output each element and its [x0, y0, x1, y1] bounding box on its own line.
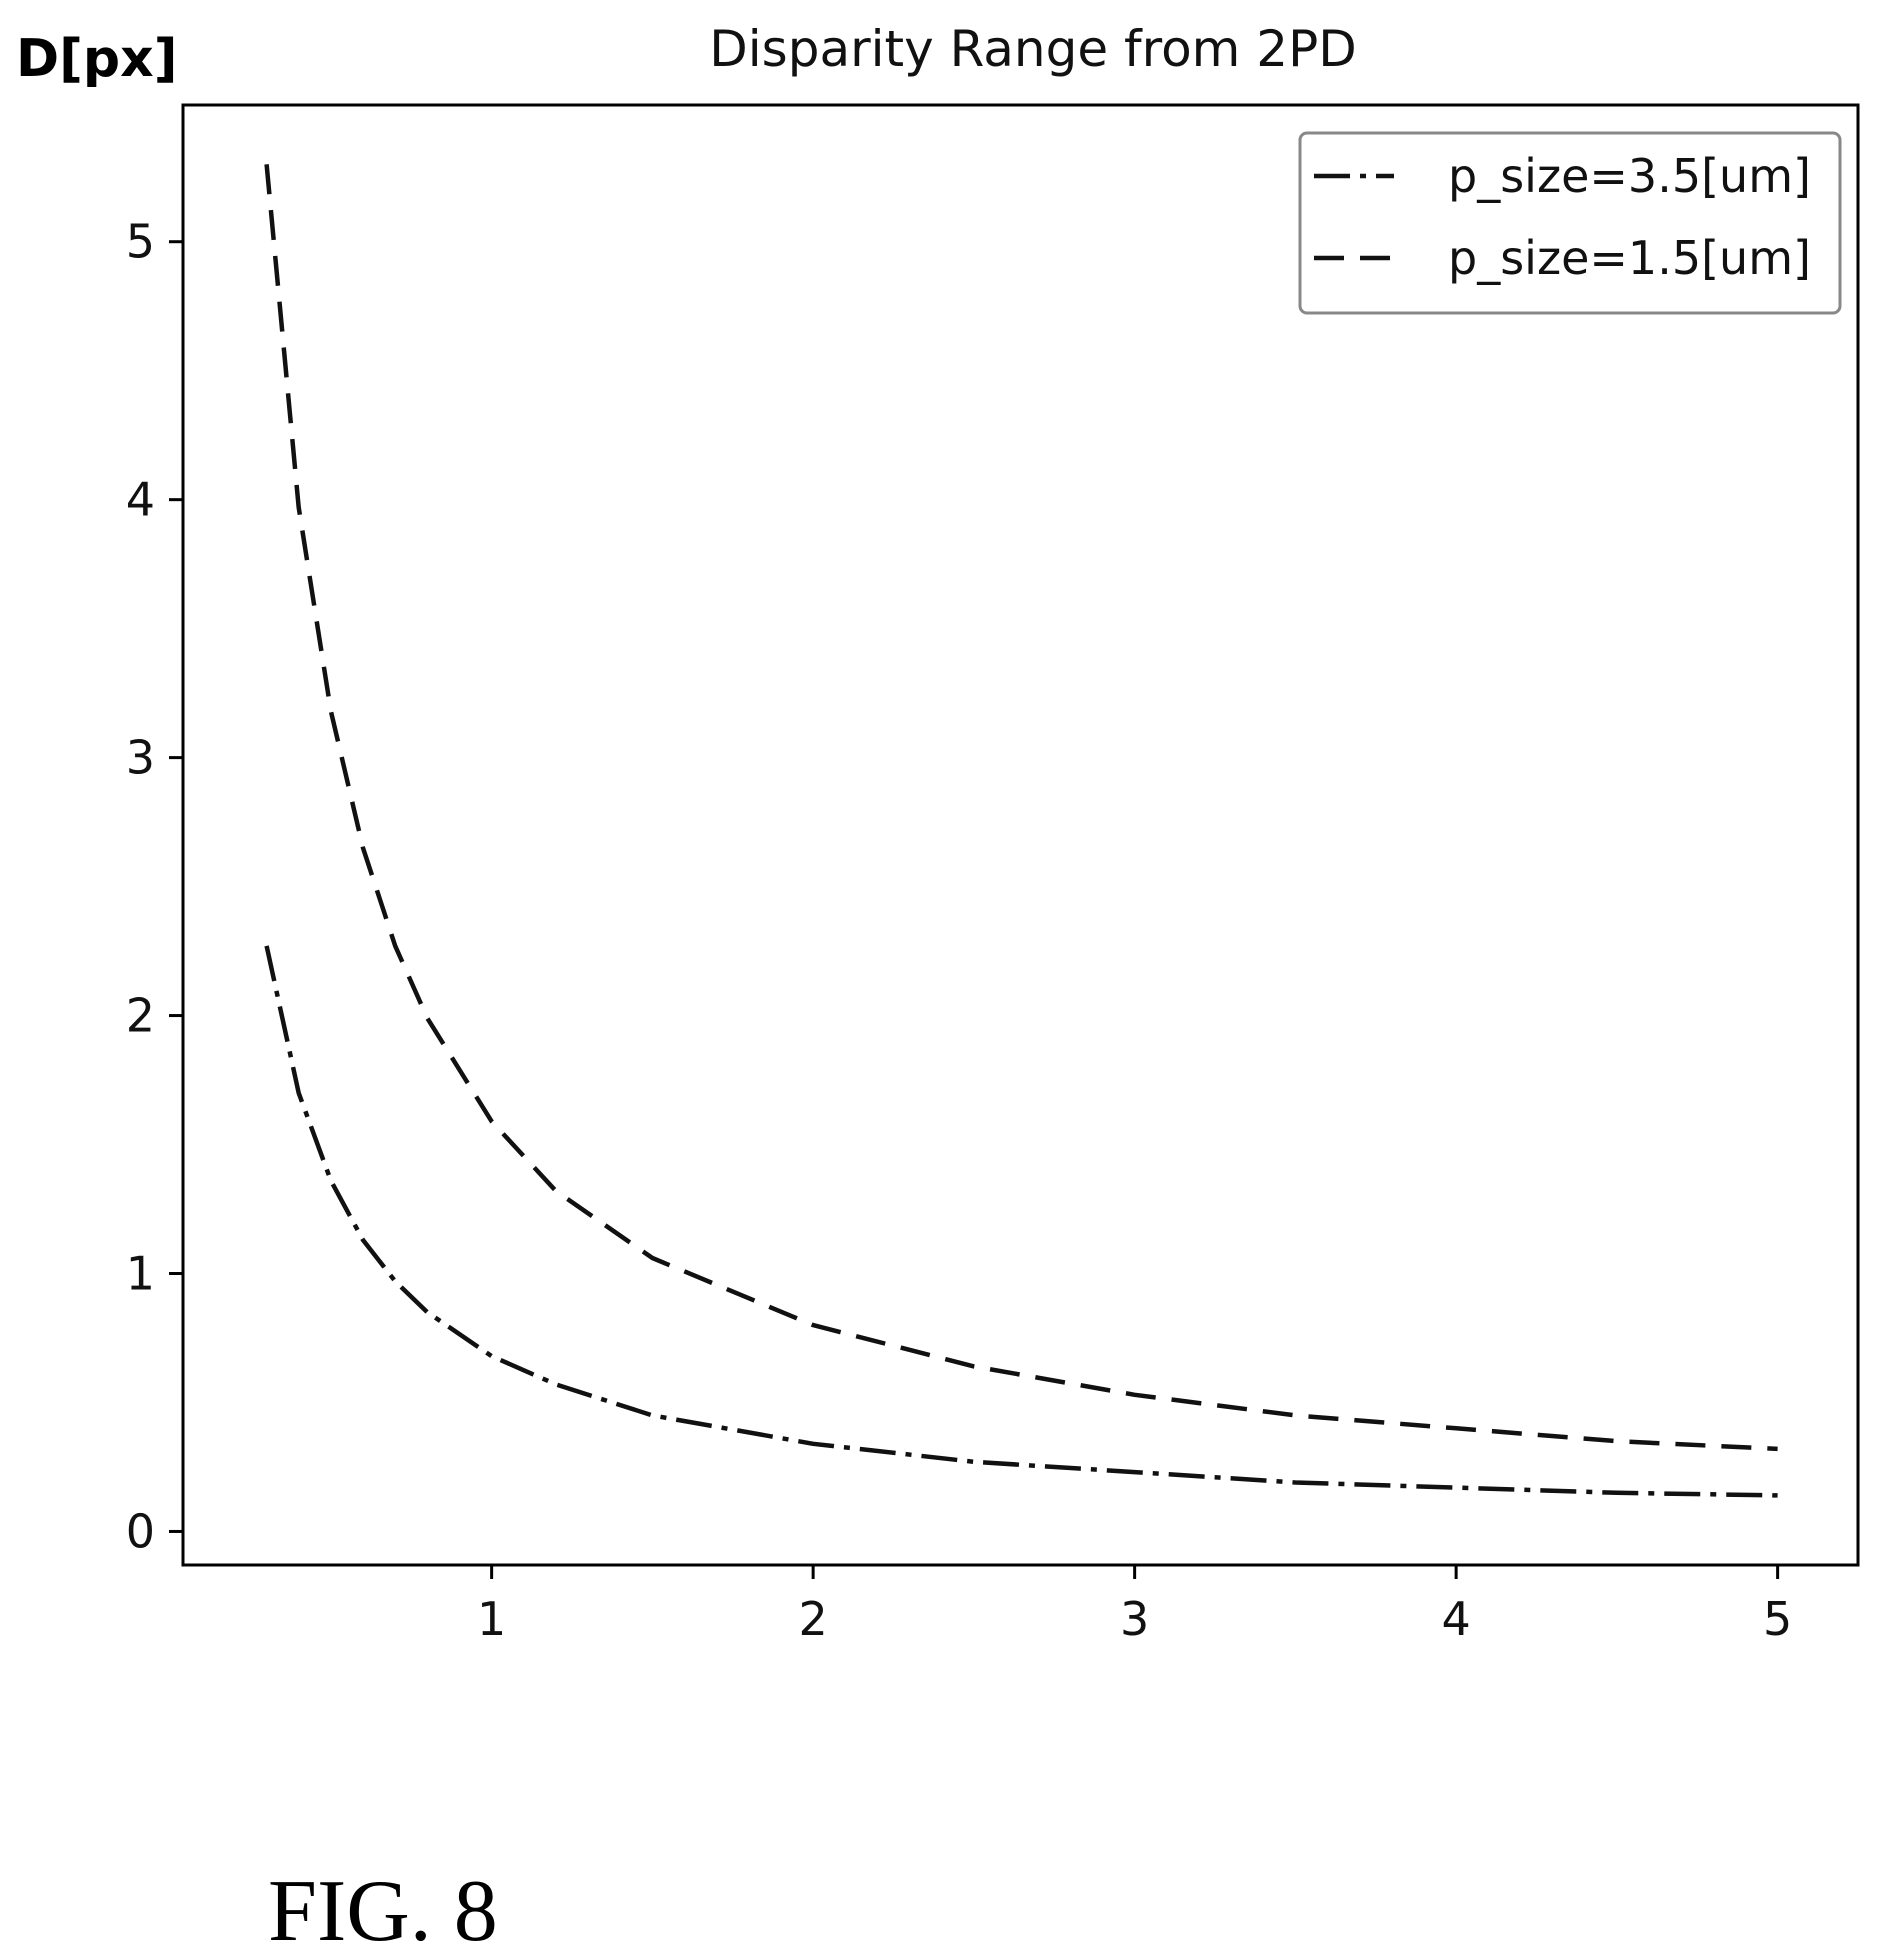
series-lines: [264, 164, 1778, 1498]
plot-frame: [181, 103, 1860, 1567]
legend-label-series-1: p_size=3.5[um]: [1448, 149, 1811, 203]
chart-title: Disparity Range from 2PD: [709, 20, 1356, 78]
x-tick-label: 4: [1441, 1592, 1470, 1646]
x-tick-label: 2: [798, 1592, 827, 1646]
series-line-2: [264, 164, 1778, 1452]
x-tick-label: 1: [477, 1592, 506, 1646]
series-line-1: [264, 945, 1778, 1498]
plot-area: 1 2 3 4 5 0 1 2 3 4 5: [126, 103, 1860, 1646]
y-axis-label: D[px]: [16, 29, 177, 89]
figure-caption: FIG. 8: [268, 1863, 498, 1954]
y-tick-label: 2: [126, 989, 155, 1043]
y-tick-label: 1: [126, 1247, 155, 1301]
legend: p_size=3.5[um] p_size=1.5[um]: [1298, 131, 1842, 315]
y-axis-ticks: 0 1 2 3 4 5: [126, 215, 183, 1558]
y-tick-label: 3: [126, 731, 155, 785]
y-tick-label: 5: [126, 215, 155, 269]
x-tick-label: 3: [1120, 1592, 1149, 1646]
x-tick-label: 5: [1763, 1592, 1792, 1646]
legend-label-series-2: p_size=1.5[um]: [1448, 231, 1811, 285]
y-tick-label: 4: [126, 473, 155, 527]
legend-box: [1298, 131, 1842, 315]
x-axis-ticks: 1 2 3 4 5: [477, 1565, 1792, 1646]
y-tick-label: 0: [126, 1504, 155, 1558]
